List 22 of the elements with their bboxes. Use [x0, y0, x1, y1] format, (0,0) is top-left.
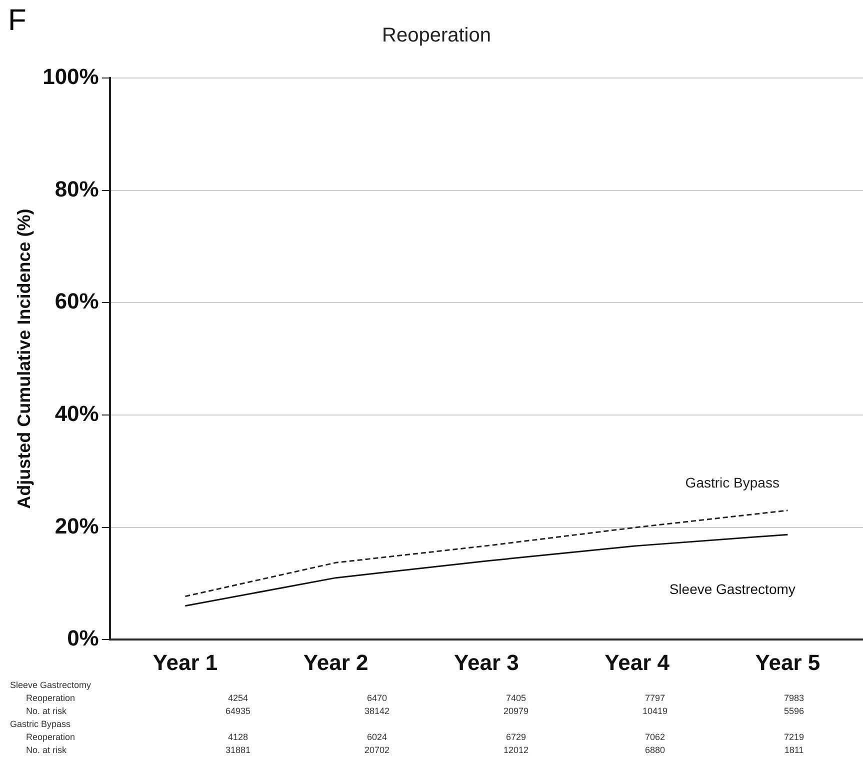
text: F [8, 4, 26, 38]
text: Sleeve Gastrectomy [10, 680, 92, 690]
x-tick-label: Year 2 [303, 650, 368, 675]
x-tick-label: Year 1 [152, 650, 218, 675]
chart-title: Reoperation [382, 24, 491, 47]
text: Reoperation 4254 6470 7405 7797 7983 [26, 693, 804, 703]
text: Gastric Bypass [10, 719, 71, 729]
text: No. at risk 64935 38142 20979 10419 5596 [26, 706, 804, 716]
text: Sleeve Gastrectomy [669, 580, 796, 597]
y-tick-label: 20% [54, 513, 99, 538]
x-tick-label: Year 3 [454, 650, 519, 675]
text: No. at risk 31881 20702 12012 6880 1811 [26, 745, 804, 755]
y-tick-label: 80% [54, 176, 99, 202]
y-tick-label: 40% [54, 401, 99, 426]
y-tick-label: 100% [42, 64, 99, 90]
text: Reoperation 4128 6024 6729 7062 7219 [26, 732, 804, 742]
y-tick-label: 60% [54, 288, 99, 314]
y-axis-title: Adjusted Cumulative Incidence (%) [14, 208, 34, 509]
series-label: Gastric Bypass [685, 474, 780, 490]
x-tick-label: Year 4 [604, 650, 670, 675]
y-tick-label: 0% [67, 626, 99, 651]
x-tick-label: Year 5 [755, 650, 820, 675]
